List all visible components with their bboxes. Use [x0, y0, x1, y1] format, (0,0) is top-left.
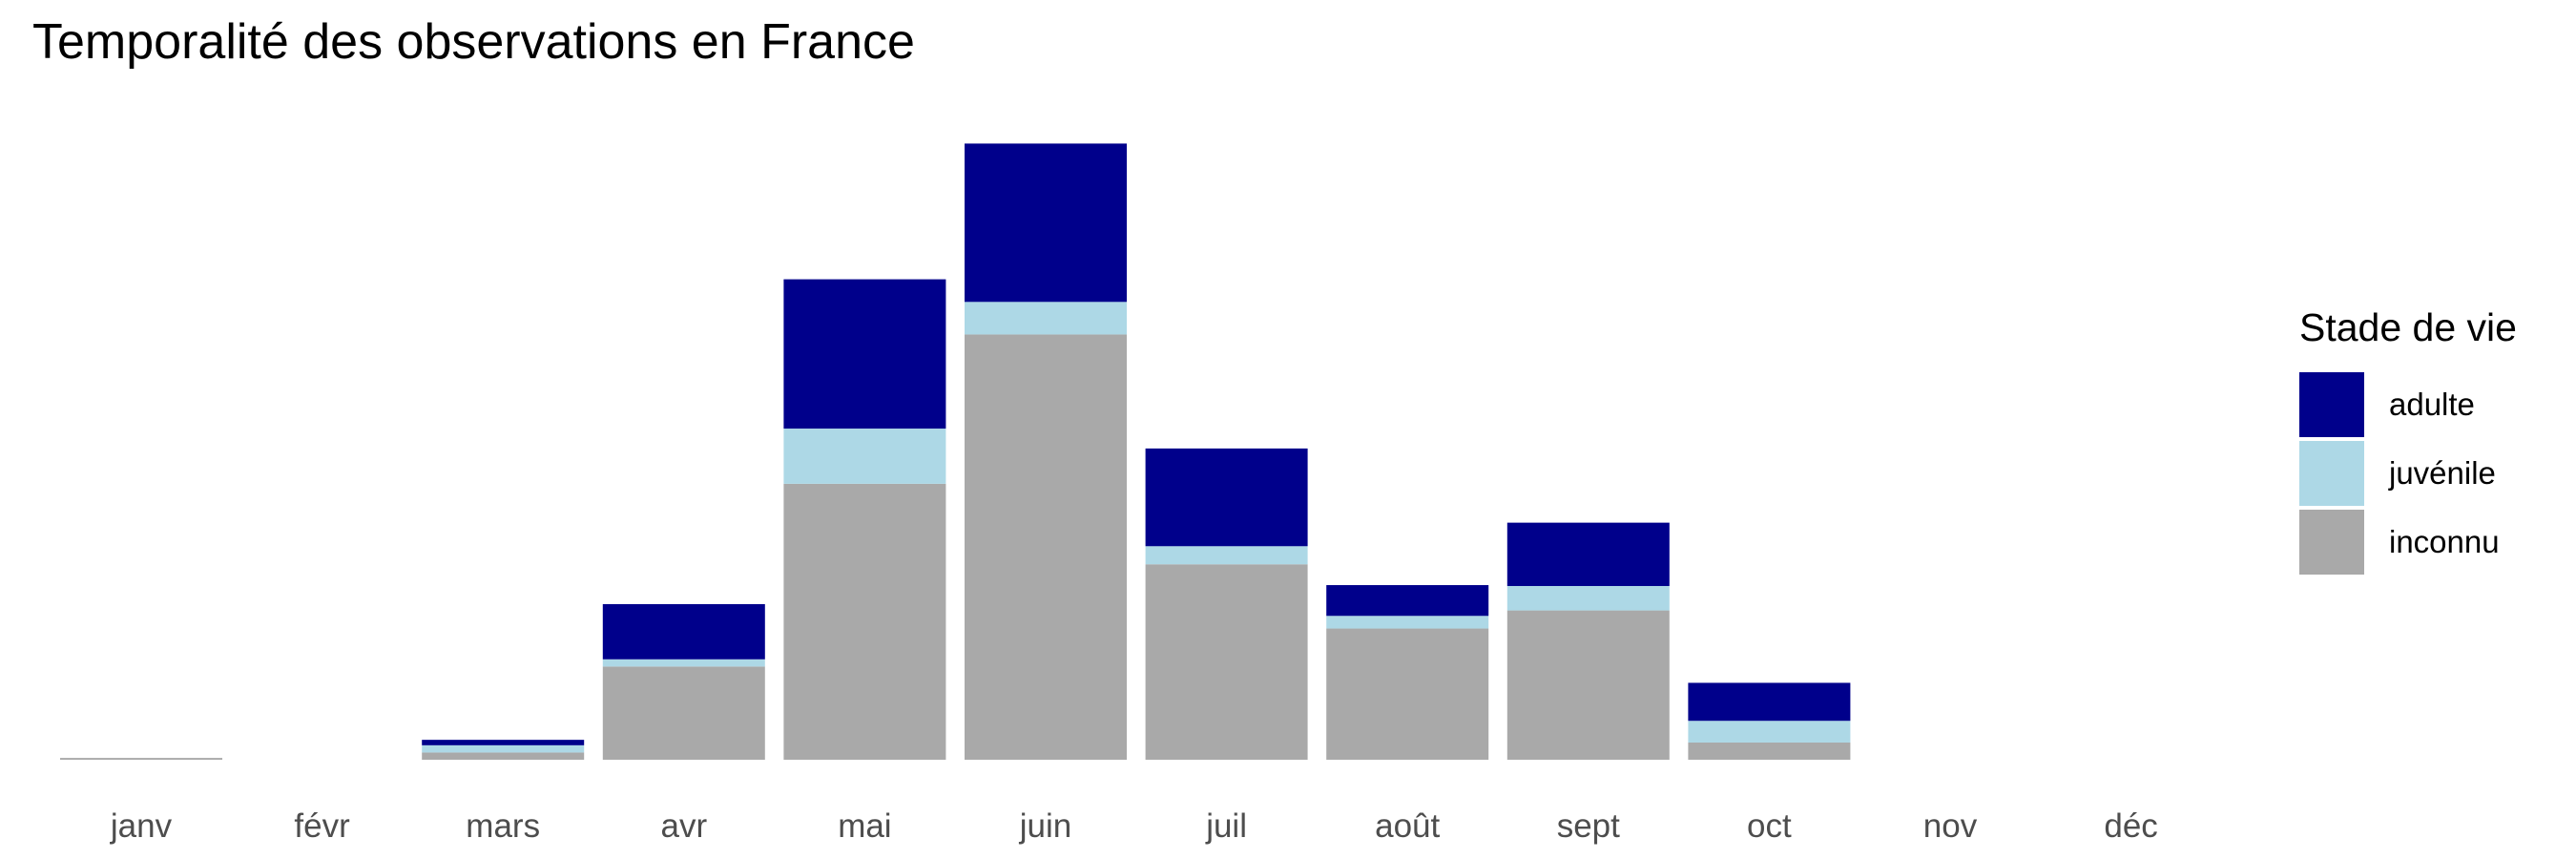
x-tick-label-juin: juin: [1019, 807, 1071, 845]
legend-swatch-juvenile: [2299, 441, 2364, 506]
x-tick-label-aout: août: [1375, 807, 1440, 845]
x-tick-label-janv: janv: [110, 807, 173, 845]
legend-title: Stade de vie: [2299, 305, 2517, 349]
legend-swatch-adulte: [2299, 372, 2364, 437]
x-tick-label-dec: déc: [2104, 807, 2157, 845]
bar-mars-juvenile: [422, 744, 585, 753]
legend-label-inconnu: inconnu: [2389, 524, 2500, 559]
bar-juin-juvenile: [965, 302, 1127, 335]
bar-avr-adulte: [602, 603, 765, 660]
bar-avr-juvenile: [602, 659, 765, 667]
x-tick-label-oct: oct: [1747, 807, 1792, 845]
bar-juin-adulte: [965, 143, 1127, 303]
bar-juil-inconnu: [1145, 564, 1308, 760]
bar-juil-juvenile: [1145, 546, 1308, 565]
bar-sept-inconnu: [1506, 610, 1670, 760]
bar-oct-adulte: [1688, 682, 1851, 722]
bar-oct-juvenile: [1688, 721, 1851, 743]
x-tick-label-mai: mai: [838, 807, 891, 845]
x-tick-label-sept: sept: [1557, 807, 1620, 845]
legend-label-adulte: adulte: [2389, 387, 2475, 422]
x-tick-label-juil: juil: [1205, 807, 1247, 845]
x-tick-label-nov: nov: [1923, 807, 1978, 845]
bar-mai-juvenile: [783, 429, 946, 484]
legend-item-inconnu: inconnu: [2299, 508, 2517, 576]
legend-item-adulte: adulte: [2299, 370, 2517, 439]
legend-items: adulte juvénile inconnu: [2299, 370, 2517, 576]
bar-mars-adulte: [422, 740, 585, 745]
bar-janv-inconnu: [60, 758, 222, 760]
bar-sept-adulte: [1506, 522, 1670, 586]
legend-label-juvenile: juvénile: [2389, 455, 2496, 491]
bar-mars-inconnu: [422, 752, 585, 760]
bar-mai-inconnu: [783, 483, 946, 760]
x-tick-label-mars: mars: [466, 807, 540, 845]
x-tick-label-avr: avr: [660, 807, 707, 845]
bar-oct-inconnu: [1688, 742, 1851, 760]
bar-mai-adulte: [783, 279, 946, 430]
bar-aout-inconnu: [1326, 628, 1489, 760]
legend-item-juvenile: juvénile: [2299, 439, 2517, 508]
bar-avr-inconnu: [602, 666, 765, 760]
chart-title: Temporalité des observations en France: [32, 14, 915, 70]
bar-juin-inconnu: [965, 334, 1127, 760]
legend-swatch-inconnu: [2299, 510, 2364, 575]
bar-aout-adulte: [1326, 585, 1489, 617]
legend: Stade de vie adulte juvénile inconnu: [2299, 304, 2517, 576]
bar-juil-adulte: [1145, 448, 1308, 547]
bar-aout-juvenile: [1326, 616, 1489, 629]
bar-sept-juvenile: [1506, 585, 1670, 611]
x-tick-label-fevr: févr: [294, 807, 350, 845]
